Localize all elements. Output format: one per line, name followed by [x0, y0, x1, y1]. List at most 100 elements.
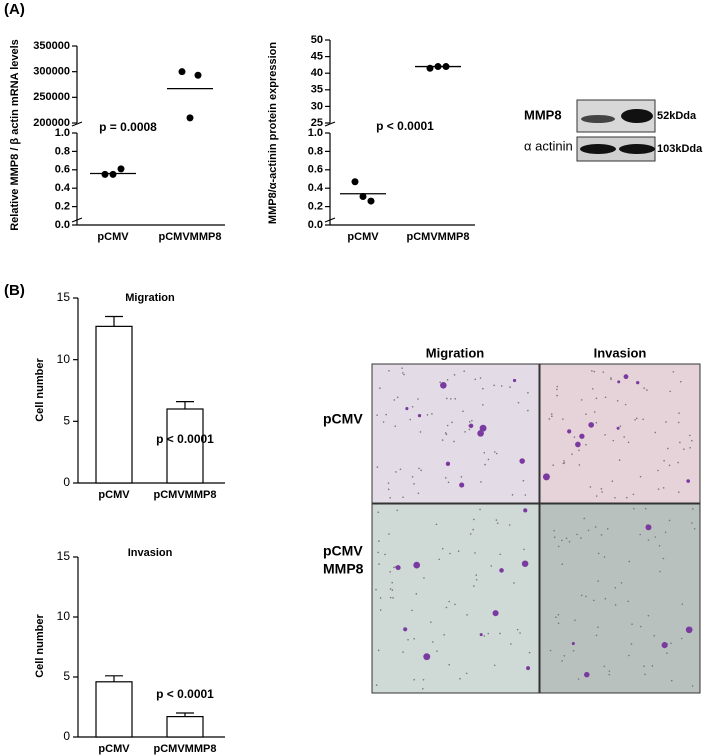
x-tick-label: pCMVMMP8	[154, 489, 217, 501]
x-tick-label: pCMVMMP8	[154, 743, 217, 755]
stained-cell	[499, 568, 504, 573]
cell-dot	[643, 387, 645, 389]
chart-title: Invasion	[128, 547, 173, 559]
y-tick-label: 1.0	[55, 127, 70, 139]
cell-dot	[382, 421, 385, 423]
cell-dot	[643, 665, 645, 667]
cell-dot	[610, 377, 612, 379]
cell-dot	[604, 597, 607, 600]
cell-dot	[413, 483, 415, 485]
cell-dot	[493, 384, 495, 387]
cell-dot	[446, 379, 449, 381]
cell-dot	[449, 552, 451, 555]
cell-dot	[680, 380, 682, 383]
cell-dot	[379, 597, 382, 599]
cell-dot	[479, 377, 482, 379]
cell-dot	[377, 511, 380, 514]
column-label: Migration	[426, 345, 485, 360]
stained-cell	[492, 610, 499, 617]
stained-cell	[571, 642, 575, 646]
cell-dot	[668, 464, 671, 467]
cell-dot	[642, 418, 644, 421]
cell-dot	[591, 370, 593, 372]
x-tick-label: pCMV	[98, 489, 130, 501]
cell-dot	[443, 634, 445, 636]
stained-cell	[616, 426, 620, 430]
cell-dot	[587, 529, 590, 532]
cell-dot	[568, 540, 571, 543]
y-tick-label: 15	[57, 549, 71, 563]
cell-dot	[577, 678, 580, 680]
bar	[95, 325, 133, 484]
cell-dot	[500, 385, 503, 387]
stained-cell	[512, 378, 517, 383]
row-label: pCMV	[323, 543, 363, 559]
cell-dot	[376, 414, 378, 416]
cell-dot	[490, 565, 493, 567]
cell-dot	[528, 651, 531, 654]
cell-dot	[379, 609, 382, 611]
cell-dot	[487, 632, 490, 635]
cell-dot	[597, 580, 599, 582]
cell-dot	[602, 371, 605, 373]
cell-dot	[604, 396, 607, 399]
cell-dot	[460, 476, 463, 478]
y-tick-label: 0.6	[308, 164, 323, 176]
cell-dot	[677, 461, 679, 464]
stained-cell	[567, 429, 572, 434]
stained-cell	[423, 653, 431, 661]
cell-dot	[453, 374, 456, 376]
cell-dot	[378, 540, 380, 542]
stained-cell	[413, 561, 421, 569]
cell-dot	[516, 628, 519, 631]
cell-dot	[595, 634, 598, 637]
cell-dot	[578, 449, 580, 452]
cell-dot	[444, 432, 447, 434]
cell-dot	[563, 655, 566, 657]
cell-dot	[585, 443, 587, 446]
data-point	[194, 71, 202, 79]
cell-dot	[376, 466, 379, 468]
cell-dot	[510, 643, 512, 645]
cell-dot	[635, 417, 638, 420]
cell-dot	[666, 447, 669, 450]
cell-dot	[438, 558, 441, 561]
stained-cell	[468, 423, 474, 429]
cell-dot	[384, 553, 386, 556]
cell-dot	[422, 678, 425, 681]
cell-dot	[668, 519, 671, 522]
cell-dot	[556, 385, 559, 388]
stained-cell	[686, 479, 691, 483]
row-label: MMP8	[323, 561, 364, 577]
stained-cell	[636, 380, 640, 385]
axis-break	[324, 121, 336, 127]
stained-cell	[523, 508, 528, 513]
cell-dot	[657, 488, 660, 490]
cell-dot	[385, 413, 387, 416]
cell-dot	[473, 518, 475, 521]
y-tick-label: 40	[311, 67, 323, 79]
cell-dot	[402, 651, 404, 653]
cell-dot	[389, 588, 392, 590]
cell-dot	[670, 642, 672, 645]
cell-dot	[465, 672, 468, 675]
cell-dot	[436, 650, 438, 652]
stained-cell	[477, 430, 484, 437]
y-tick-label: 0.4	[308, 182, 324, 194]
cell-dot	[389, 571, 392, 573]
y-tick-label: 50	[311, 34, 323, 46]
cell-dot	[378, 563, 380, 565]
cell-dot	[662, 487, 665, 489]
cell-dot	[499, 553, 502, 556]
cell-dot	[375, 684, 378, 686]
cell-dot	[670, 679, 673, 682]
cell-dot	[441, 439, 444, 441]
cell-dot	[527, 409, 529, 412]
cell-dot	[623, 436, 625, 438]
cell-dot	[628, 654, 630, 657]
cell-dot	[693, 527, 696, 530]
cell-dot	[402, 372, 404, 374]
cell-dot	[377, 551, 379, 554]
y-tick-label: 25	[311, 117, 323, 129]
stained-cell	[395, 565, 401, 571]
